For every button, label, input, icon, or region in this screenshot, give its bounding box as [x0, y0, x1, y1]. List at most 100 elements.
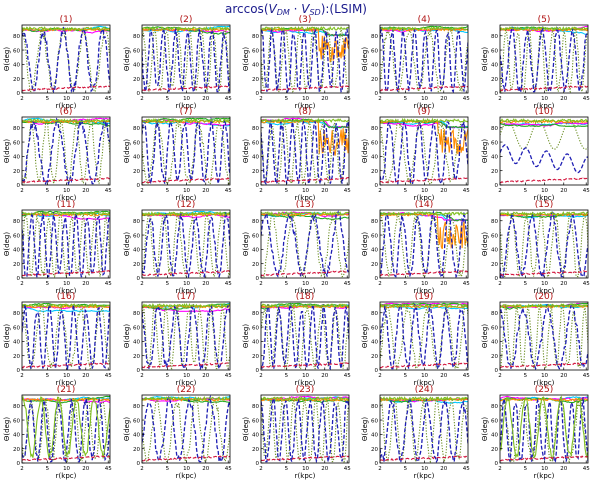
x-axis-label: r(kpc) — [176, 102, 197, 110]
y-tick-label: 80 — [133, 126, 140, 132]
x-axis-label: r(kpc) — [56, 379, 77, 387]
x-tick-label: 45 — [344, 373, 351, 379]
x-tick-label: 5 — [166, 188, 170, 194]
x-tick-label: 20 — [82, 373, 89, 379]
series-line — [142, 177, 230, 184]
y-tick-label: 20 — [491, 262, 498, 268]
x-tick-label: 45 — [225, 373, 232, 379]
y-tick-label: 0 — [375, 183, 379, 189]
panel-8: (8) 0 20 40 60 80 2 5 10 20 45 r(kpc) Θ(deg) — [242, 107, 351, 202]
y-tick-label: 20 — [133, 77, 140, 83]
x-tick-label: 45 — [225, 96, 232, 102]
x-tick-label: 2 — [259, 96, 263, 102]
y-tick-label: 80 — [371, 34, 378, 40]
x-tick-label: 10 — [63, 466, 70, 472]
y-tick-label: 0 — [495, 461, 499, 467]
x-tick-label: 5 — [285, 281, 289, 287]
x-tick-label: 45 — [463, 96, 470, 102]
series-line — [261, 85, 349, 92]
x-tick-label: 10 — [63, 188, 70, 194]
series-line — [380, 28, 468, 93]
x-tick-label: 5 — [404, 373, 408, 379]
y-tick-label: 0 — [17, 276, 21, 282]
y-tick-label: 0 — [256, 91, 260, 97]
y-tick-label: 40 — [371, 248, 378, 254]
y-tick-label: 80 — [371, 311, 378, 317]
x-tick-label: 5 — [285, 96, 289, 102]
y-tick-label: 60 — [371, 418, 378, 424]
series-line — [142, 212, 230, 217]
series-line — [500, 303, 588, 370]
x-axis-label: r(kpc) — [414, 102, 435, 110]
panel-label: (6) — [60, 107, 73, 117]
x-tick-label: 2 — [378, 188, 382, 194]
series-line — [22, 120, 110, 127]
x-axis-label: r(kpc) — [295, 379, 316, 387]
x-tick-label: 45 — [105, 188, 112, 194]
x-tick-label: 2 — [498, 373, 502, 379]
panel-frame — [141, 301, 231, 371]
x-axis-label: r(kpc) — [176, 287, 197, 295]
x-tick-label: 45 — [344, 96, 351, 102]
series-line — [380, 210, 468, 278]
y-axis-label: Θ(deg) — [123, 324, 131, 348]
y-tick-label: 0 — [375, 368, 379, 374]
panel-9: (9) 0 20 40 60 80 2 5 10 20 45 r(kpc) Θ(deg) — [361, 107, 470, 202]
series-line — [500, 26, 588, 93]
series-line — [261, 396, 349, 463]
panel-label: (17) — [177, 292, 195, 302]
y-tick-label: 40 — [491, 433, 498, 439]
y-tick-label: 80 — [371, 126, 378, 132]
x-tick-label: 20 — [202, 188, 209, 194]
panel-label: (3) — [299, 15, 312, 25]
panel-20: (20) 0 20 40 60 80 2 5 10 20 45 r(kpc) Θ(deg) — [481, 292, 590, 387]
y-tick-label: 20 — [13, 262, 20, 268]
y-tick-label: 40 — [13, 155, 20, 161]
panel-label: (13) — [296, 200, 314, 210]
series-line — [500, 144, 588, 174]
series-line — [500, 210, 588, 217]
y-axis-label: Θ(deg) — [3, 232, 11, 256]
series-line — [142, 210, 230, 217]
x-axis-label: r(kpc) — [534, 472, 555, 480]
x-tick-label: 5 — [524, 281, 528, 287]
series-line — [261, 117, 349, 124]
x-axis-label: r(kpc) — [295, 102, 316, 110]
x-tick-label: 45 — [583, 466, 590, 472]
series-line — [380, 396, 468, 463]
y-tick-label: 40 — [491, 155, 498, 161]
y-axis-label: Θ(deg) — [361, 324, 369, 348]
series-line — [261, 270, 349, 277]
x-tick-label: 20 — [440, 281, 447, 287]
series-line — [22, 211, 110, 278]
y-tick-label: 60 — [133, 48, 140, 54]
y-axis-label: Θ(deg) — [361, 47, 369, 71]
y-axis-label: Θ(deg) — [242, 232, 250, 256]
y-tick-label: 20 — [371, 169, 378, 175]
x-tick-label: 20 — [202, 281, 209, 287]
y-tick-label: 40 — [371, 433, 378, 439]
y-tick-label: 80 — [371, 219, 378, 225]
y-tick-label: 80 — [491, 404, 498, 410]
x-tick-label: 45 — [344, 281, 351, 287]
y-tick-label: 0 — [137, 276, 141, 282]
y-tick-label: 20 — [371, 354, 378, 360]
y-axis-label: Θ(deg) — [242, 139, 250, 163]
series-line — [380, 85, 468, 92]
y-tick-label: 80 — [491, 311, 498, 317]
x-axis-label: r(kpc) — [534, 287, 555, 295]
series-line — [500, 121, 588, 127]
series-line — [22, 212, 110, 217]
y-tick-label: 60 — [252, 418, 259, 424]
x-axis-label: r(kpc) — [56, 472, 77, 480]
series-line — [380, 120, 468, 185]
y-tick-label: 20 — [371, 77, 378, 83]
series-line — [261, 210, 349, 278]
y-axis-label: Θ(deg) — [361, 139, 369, 163]
series-line — [380, 302, 468, 307]
y-tick-label: 0 — [137, 368, 141, 374]
x-tick-label: 20 — [321, 281, 328, 287]
y-tick-label: 60 — [491, 140, 498, 146]
